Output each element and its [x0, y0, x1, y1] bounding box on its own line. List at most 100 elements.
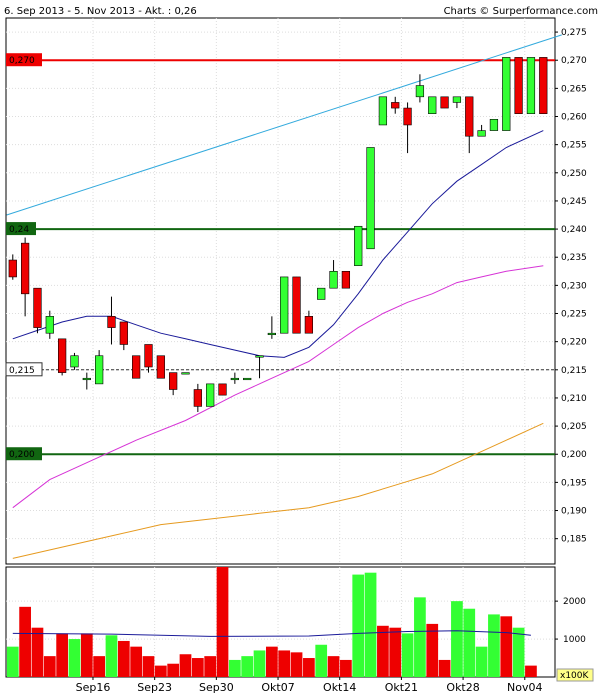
candle-body	[280, 276, 289, 334]
volume-bar	[241, 656, 254, 677]
volume-unit-badge	[556, 668, 594, 682]
candle-body	[378, 96, 388, 126]
ma-line-2	[12, 422, 544, 559]
volume-bar	[6, 646, 19, 677]
candle-body	[428, 96, 437, 114]
ma-line-1	[12, 265, 544, 509]
candle-body	[20, 242, 30, 295]
volume-bar	[191, 658, 204, 677]
y-tick-label: 0,260	[561, 113, 587, 123]
volume-bar	[315, 644, 328, 677]
y-tick-label: 0,230	[561, 281, 587, 291]
level-badge	[6, 222, 36, 236]
candle-body	[95, 355, 104, 385]
volume-bar	[377, 625, 389, 677]
x-tick-label: Okt21	[385, 681, 418, 694]
candle-body	[477, 130, 486, 137]
candle-body	[107, 316, 116, 328]
chart-title: 6. Sep 2013 - 5. Nov 2013 - Akt. : 0,26	[4, 6, 197, 17]
y-tick-label: 0,220	[561, 338, 587, 348]
volume-grid	[6, 567, 555, 677]
trend-line	[6, 34, 562, 216]
volume-bar	[154, 665, 167, 677]
candle-body	[304, 316, 313, 334]
y-tick-label: 0,225	[561, 310, 587, 320]
volume-bar	[117, 640, 130, 677]
volume-bar	[68, 639, 81, 677]
candle-body	[33, 287, 42, 328]
candle-body	[193, 389, 202, 407]
x-tick-label: Okt28	[446, 681, 479, 694]
volume-bar	[475, 646, 488, 677]
candle-body	[181, 372, 190, 375]
x-tick-label: Okt07	[261, 681, 294, 694]
y-tick-label: 0,265	[561, 84, 587, 94]
candle-body	[452, 96, 462, 103]
candle-body	[156, 355, 165, 379]
level-label: 0,24	[9, 225, 29, 235]
volume-bar	[426, 623, 439, 677]
volume-bar	[93, 656, 106, 677]
y-tick-label: 0,210	[561, 394, 587, 404]
volume-bar	[179, 654, 192, 677]
candle-body	[526, 57, 536, 114]
level-label: 0,200	[9, 450, 35, 460]
volume-bar	[167, 663, 180, 677]
volume-bar	[500, 616, 513, 677]
volume-bar	[438, 659, 451, 677]
candle-body	[489, 119, 499, 131]
candle-body	[206, 383, 215, 407]
y-tick-label: 0,275	[561, 28, 587, 38]
candle-body	[465, 96, 474, 137]
candle-body	[539, 57, 548, 114]
volume-bar	[228, 659, 241, 677]
x-tick-label: Nov04	[507, 681, 542, 694]
candle-body	[341, 270, 351, 289]
volume-bar	[352, 574, 365, 677]
candlesticks	[8, 57, 548, 413]
y-tick-label: 0,215	[561, 366, 587, 376]
volume-bar	[463, 608, 476, 677]
candle-body	[8, 259, 17, 278]
moving-averages	[6, 34, 562, 559]
candle-body	[514, 57, 523, 114]
volume-bar	[43, 656, 56, 677]
volume-y-axis: 2000 1000 x100K	[555, 597, 594, 682]
volume-bar	[401, 633, 414, 677]
candle-body	[440, 96, 449, 109]
y-tick-label: 0,245	[561, 197, 587, 207]
y-tick-label: 0,250	[561, 169, 587, 179]
level-badge	[6, 447, 42, 461]
volume-bar	[525, 665, 537, 677]
x-tick-label: Sep30	[199, 681, 234, 694]
volume-tick-label: 2000	[563, 597, 586, 607]
level-badge	[6, 53, 42, 67]
volume-bar	[266, 646, 278, 677]
candle-body	[119, 321, 128, 345]
candle-body	[403, 107, 412, 126]
volume-bar	[31, 627, 44, 677]
volume-bars	[6, 567, 537, 677]
candle-body	[169, 372, 178, 390]
y-tick-label: 0,205	[561, 422, 587, 432]
volume-unit-label: x100K	[560, 671, 590, 681]
candle-body	[329, 270, 338, 289]
x-tick-label: Okt14	[323, 681, 356, 694]
candle-body	[45, 316, 54, 334]
x-axis: Sep16 Sep23 Sep30 Okt07 Okt14 Okt21 Okt28 Nov04	[76, 677, 543, 694]
candle-body	[144, 344, 153, 368]
candle-body	[267, 332, 276, 336]
volume-bar	[389, 627, 402, 677]
copyright-label: Charts © Surperformance.com	[444, 6, 598, 17]
volume-bar	[364, 572, 377, 677]
y-tick-label: 0,240	[561, 225, 587, 235]
ma-line-0	[12, 130, 544, 358]
level-label: 0,215	[9, 366, 35, 376]
volume-bar	[19, 606, 31, 677]
volume-bar	[303, 658, 315, 677]
volume-bar	[56, 633, 68, 677]
candle-body	[82, 377, 91, 381]
volume-ma-line	[12, 630, 531, 637]
price-grid	[6, 18, 555, 564]
